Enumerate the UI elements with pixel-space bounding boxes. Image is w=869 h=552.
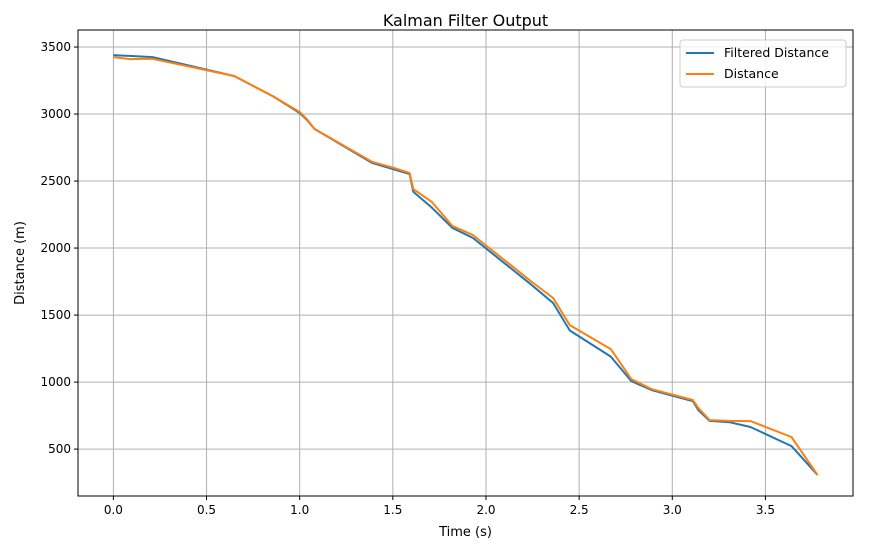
y-tick-label: 2000 [40,241,71,255]
x-tick-label: 0.0 [104,503,123,517]
y-tick-label: 500 [48,442,71,456]
y-tick-label: 2500 [40,174,71,188]
y-tick-label: 1000 [40,375,71,389]
x-tick-label: 2.0 [476,503,495,517]
x-ticks: 0.0 0.5 1.0 1.5 2.0 2.5 3.0 3.5 [104,496,775,517]
legend-box [679,39,847,88]
x-axis-label: Time (s) [438,525,492,540]
legend: Filtered Distance Distance [679,39,847,88]
x-tick-label: 3.0 [663,503,682,517]
legend-label: Filtered Distance [724,45,829,60]
x-tick-label: 0.5 [197,503,216,517]
y-tick-label: 3500 [40,40,71,54]
y-axis-label: Distance (m) [13,221,28,305]
y-tick-label: 1500 [40,308,71,322]
grid [78,30,853,496]
plot-frame [77,29,854,497]
x-tick-label: 1.5 [383,503,402,517]
series-line-filtered-distance [113,54,819,476]
x-tick-label: 2.5 [570,503,589,517]
x-tick-label: 1.0 [290,503,309,517]
series-line-distance [113,56,819,476]
series-lines [113,54,819,476]
x-tick-label: 3.5 [756,503,775,517]
y-ticks: 500 1000 1500 2000 2500 3000 3500 [40,40,78,456]
chart-title: Kalman Filter Output [383,11,548,30]
y-tick-label: 3000 [40,107,71,121]
legend-label: Distance [724,66,779,81]
